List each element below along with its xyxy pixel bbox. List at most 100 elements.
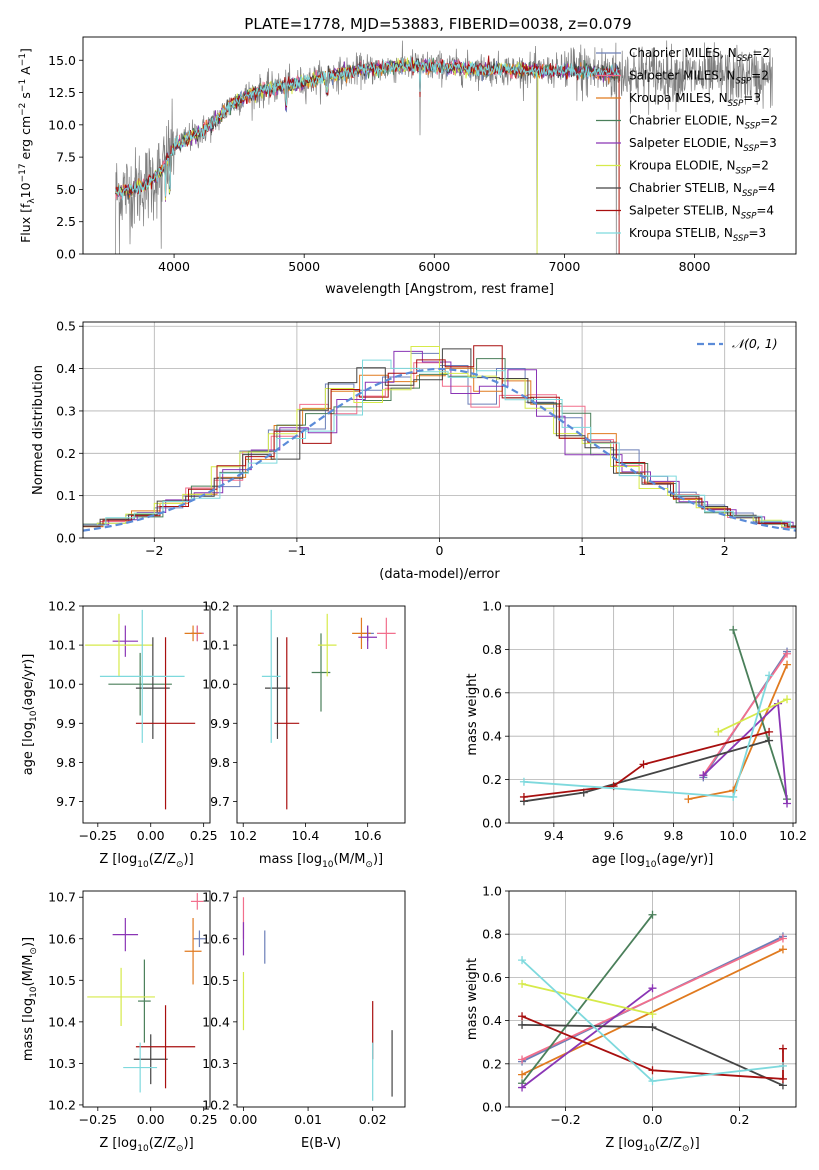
weight_vs_age-plot	[519, 625, 792, 808]
y-tick-label: 10.1	[48, 638, 76, 653]
y-tick-label: 0.6	[482, 970, 502, 985]
model-line-salpeter_miles	[115, 58, 620, 202]
y-tick-label: 10.1	[202, 638, 230, 653]
x-tick-label: 0.00	[137, 828, 165, 843]
y-tick-label: 0.4	[482, 1013, 502, 1028]
x-tick-label: 0.25	[190, 1112, 218, 1127]
weight-marker-kroupa_stelib	[518, 956, 527, 965]
x-tick-label: 0.00	[137, 1112, 165, 1127]
y-tick-label: 10.3	[48, 1056, 76, 1071]
y-tick-label: 9.9	[210, 716, 230, 731]
y-tick-label: 1.0	[482, 884, 502, 899]
x-tick-label: 10.6	[354, 828, 382, 843]
y-tick-label: 10.6	[48, 931, 76, 946]
axes-mass_vs_ebv: 0.00 0.01 0.02 10.2 10.3 10.4 10.5 10.6 10.7	[202, 890, 386, 1127]
x-tick-label: 10.2	[229, 828, 257, 843]
weight-marker-salpeter_stelib	[778, 1044, 787, 1053]
x-tick-label: 0.0	[643, 1112, 663, 1127]
x-tick-label: 10.4	[292, 828, 320, 843]
axes-mass_vs_Z: −0.25 0.00 0.25 10.2 10.3 10.4 10.5 10.6 10.7	[48, 890, 217, 1127]
y-tick-label: 5.0	[56, 182, 76, 197]
weight-marker-kroupa_elodie	[783, 695, 792, 704]
y-tick-label: 0.2	[482, 1056, 502, 1071]
weight-marker-salpeter_stelib	[518, 1012, 527, 1021]
x-axis-label: Z [log10(Z/Z⊙)]	[99, 1136, 193, 1154]
model-line-kroupa_elodie	[115, 57, 539, 254]
weight-marker-salpeter_stelib	[639, 760, 648, 769]
y-tick-label: 12.5	[48, 85, 76, 100]
y-tick-label: 0.4	[482, 729, 502, 744]
y-tick-label: 0.1	[56, 488, 76, 503]
y-tick-label: 0.0	[56, 531, 76, 546]
weight-marker-salpeter_stelib	[519, 792, 528, 801]
legend-label: Salpeter MILES, NSSP=2	[629, 69, 769, 87]
hist-step-kroupa_stelib	[83, 359, 796, 529]
weight-marker-salpeter_elodie	[783, 799, 792, 808]
x-tick-label: −2	[145, 543, 163, 558]
y-tick-label: 10.0	[202, 677, 230, 692]
legend-label: Chabrier ELODIE, NSSP=2	[629, 114, 778, 132]
legend-label: Chabrier MILES, NSSP=2	[629, 46, 770, 64]
y-axis-label: mass weight	[465, 958, 480, 1040]
weight-marker-salpeter_elodie	[648, 984, 657, 993]
x-tick-label: −1	[288, 543, 306, 558]
weight-marker-kroupa_stelib	[765, 671, 774, 680]
weight-marker-kroupa_miles	[518, 1070, 527, 1079]
normal-curve	[83, 367, 796, 532]
y-axis-label: Flux [fλ10−17 erg cm−2 s−1 A−1]	[18, 48, 37, 243]
legend-label: 𝒩(0, 1)	[732, 336, 778, 351]
y-tick-label: 0.6	[482, 685, 502, 700]
y-tick-label: 0.4	[56, 361, 76, 376]
x-tick-label: 0.00	[230, 1112, 258, 1127]
x-axis-label: mass [log10(M/M⊙)]	[259, 852, 383, 870]
frame-residuals	[82, 321, 797, 539]
spectrum-plot	[115, 40, 773, 254]
x-axis-label: E(B-V)	[301, 1136, 341, 1151]
weight-line-salpeter_miles	[521, 937, 784, 1061]
figure-title: PLATE=1778, MJD=53883, FIBERID=0038, z=0…	[244, 15, 631, 33]
weight-marker-salpeter_miles	[778, 934, 787, 943]
hist-step-chabrier_stelib	[83, 348, 796, 527]
y-tick-label: 0.2	[482, 772, 502, 787]
y-tick-label: 0.0	[482, 816, 502, 831]
x-axis-label: (data-model)/error	[379, 567, 500, 582]
x-tick-label: 9.4	[544, 828, 564, 843]
hist-step-salpeter_elodie	[83, 350, 796, 528]
hist-step-chabrier_elodie	[83, 358, 796, 527]
x-tick-label: 4000	[158, 259, 190, 274]
y-axis-label: Normed distribution	[31, 365, 46, 495]
y-tick-label: 10.5	[48, 973, 76, 988]
axes-residuals: −2 −1 0 1 2 0.0 0.1 0.2 0.3 0.4 0.5	[56, 319, 796, 558]
weight-marker-kroupa_stelib	[519, 777, 528, 786]
x-tick-label: −0.25	[79, 1112, 117, 1127]
weight-marker-salpeter_miles	[783, 649, 792, 658]
weight-marker-kroupa_miles	[684, 795, 693, 804]
x-tick-label: 0.25	[190, 828, 218, 843]
model-line-salpeter_elodie	[115, 57, 620, 202]
frame-mass_vs_Z	[82, 890, 211, 1108]
model-line-kroupa_stelib	[115, 57, 620, 201]
y-tick-label: 9.7	[56, 794, 76, 809]
y-tick-label: 9.7	[210, 794, 230, 809]
y-tick-label: 10.0	[48, 677, 76, 692]
legend-label: Kroupa MILES, NSSP=3	[629, 91, 761, 109]
x-tick-label: 6000	[418, 259, 450, 274]
legend-label: Kroupa ELODIE, NSSP=2	[629, 159, 769, 177]
y-tick-label: 0.5	[56, 319, 76, 334]
frame-spectrum	[82, 36, 797, 255]
weight-marker-salpeter_miles	[518, 1055, 527, 1064]
model-line-chabrier_elodie	[115, 57, 620, 197]
axes-age_vs_Z: −0.25 0.00 0.25 9.7 9.8 9.9 10.0 10.1 10.2	[48, 599, 217, 844]
x-tick-label: 0.01	[294, 1112, 322, 1127]
weight-marker-chabrier_stelib	[518, 1020, 527, 1029]
weight-marker-chabrier_stelib	[765, 736, 774, 745]
weight-marker-kroupa_stelib	[778, 1061, 787, 1070]
weight-line-kroupa_elodie	[521, 983, 653, 1015]
y-axis-label: mass [log10(M/M⊙)]	[21, 937, 39, 1061]
weight-marker-kroupa_miles	[778, 945, 787, 954]
panels-group: 4000 5000 6000 7000 80000.02.55.07.510.012.5…	[18, 36, 807, 1154]
y-tick-label: 0.2	[56, 446, 76, 461]
y-tick-label: 10.2	[202, 599, 230, 614]
legend-label: Salpeter STELIB, NSSP=4	[629, 204, 774, 222]
frame-mass_vs_ebv	[236, 890, 406, 1108]
